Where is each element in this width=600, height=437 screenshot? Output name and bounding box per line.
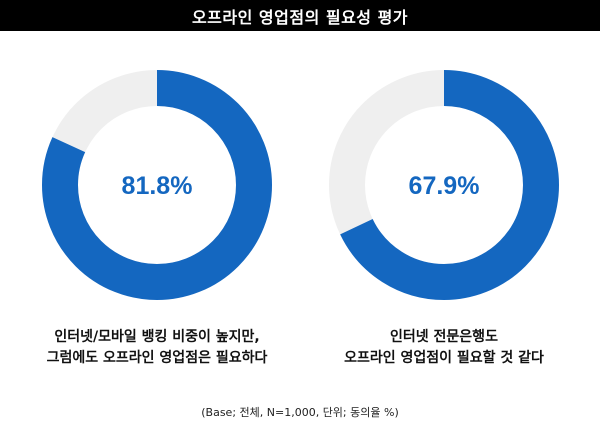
footnote: (Base; 전체, N=1,000, 단위; 동의율 %) (201, 406, 399, 419)
caption-right: 인터넷 전문은행도 오프라인 영업점이 필요할 것 같다 (299, 327, 589, 369)
donut-arc (329, 70, 559, 300)
caption-line: 오프라인 영업점이 필요할 것 같다 (344, 350, 544, 366)
value-label: 81.8% (122, 172, 193, 200)
value-label: 67.9% (409, 172, 480, 200)
chart-title: 오프라인 영업점의 필요성 평가 (191, 7, 409, 27)
caption-line: 그럼에도 오프라인 영업점은 필요하다 (46, 350, 268, 366)
donut-chart-right: 67.9% (329, 70, 559, 300)
caption-line: 인터넷/모바일 뱅킹 비중이 높지만, (54, 329, 260, 345)
donut-svg-left: 81.8% (42, 70, 272, 300)
caption-left: 인터넷/모바일 뱅킹 비중이 높지만, 그럼에도 오프라인 영업점은 필요하다 (12, 327, 302, 369)
donut-svg-right: 67.9% (329, 70, 559, 300)
title-bar: 오프라인 영업점의 필요성 평가 (0, 0, 600, 31)
donut-arc (42, 70, 272, 300)
caption-line: 인터넷 전문은행도 (390, 329, 498, 345)
donut-chart-left: 81.8% (42, 70, 272, 300)
